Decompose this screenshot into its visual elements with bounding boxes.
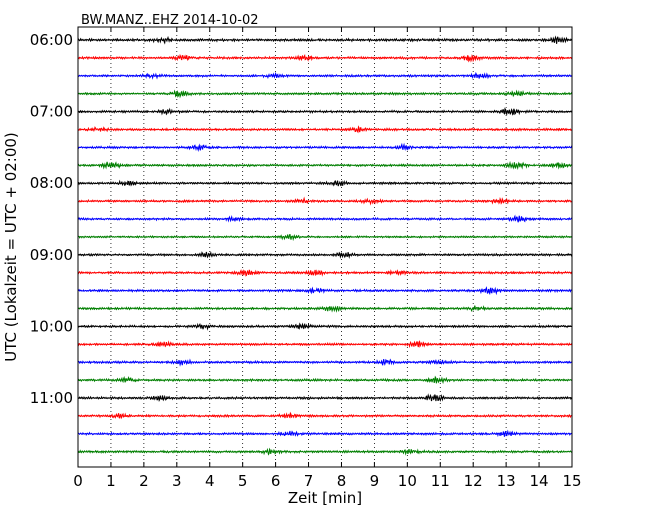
trace-line <box>77 322 573 331</box>
trace-line <box>77 447 573 456</box>
trace-line <box>77 233 573 242</box>
trace-line <box>77 53 573 63</box>
minute-grid <box>110 27 540 467</box>
x-tick-label: 8 <box>337 472 347 490</box>
plot-frame <box>77 26 573 468</box>
trace-line <box>77 196 573 206</box>
y-tick-label: 10:00 <box>30 317 73 335</box>
trace-line <box>77 340 573 349</box>
trace-line <box>77 107 573 116</box>
trace-line <box>77 179 573 187</box>
y-tick-label: 06:00 <box>30 31 73 49</box>
trace-line <box>77 375 573 385</box>
trace-line <box>77 305 573 313</box>
x-tick-label: 11 <box>431 472 450 490</box>
x-axis-label: Zeit [min] <box>288 489 362 507</box>
x-tick-label: 0 <box>73 472 83 490</box>
y-axis-label: UTC (Lokalzeit = UTC + 02:00) <box>2 132 20 362</box>
seismogram-traces <box>77 35 573 456</box>
x-tick-label: 5 <box>238 472 248 490</box>
x-tick-label: 6 <box>271 472 281 490</box>
x-tick-label: 1 <box>106 472 116 490</box>
y-axis-ticks: 06:00 07:00 08:00 09:00 10:00 11:00 <box>30 31 572 407</box>
trace-line <box>77 251 573 259</box>
trace-line <box>77 71 573 80</box>
y-tick-label: 09:00 <box>30 246 73 264</box>
trace-line <box>77 286 573 296</box>
y-tick-label: 08:00 <box>30 174 73 192</box>
trace-line <box>77 160 573 170</box>
trace-line <box>77 142 573 153</box>
x-tick-label: 7 <box>304 472 314 490</box>
x-tick-label: 12 <box>464 472 483 490</box>
x-tick-label: 10 <box>398 472 417 490</box>
trace-line <box>77 125 573 134</box>
x-tick-label: 2 <box>139 472 149 490</box>
x-tick-label: 15 <box>562 472 581 490</box>
trace-line <box>77 214 573 223</box>
trace-line <box>77 393 573 403</box>
x-tick-label: 3 <box>172 472 182 490</box>
trace-line <box>77 358 573 367</box>
x-tick-label: 13 <box>497 472 516 490</box>
trace-line <box>77 269 573 277</box>
x-axis-ticks: 0 1 2 3 4 5 6 7 8 9 10 11 12 13 14 15 <box>73 27 582 490</box>
x-tick-label: 9 <box>370 472 380 490</box>
y-tick-label: 11:00 <box>30 389 73 407</box>
x-tick-label: 4 <box>205 472 215 490</box>
trace-line <box>77 89 573 99</box>
y-tick-label: 07:00 <box>30 103 73 121</box>
chart-title: BW.MANZ..EHZ 2014-10-02 <box>81 13 259 28</box>
x-tick-label: 14 <box>530 472 549 490</box>
trace-line <box>77 411 573 420</box>
trace-line <box>77 35 573 45</box>
trace-line <box>77 429 573 438</box>
